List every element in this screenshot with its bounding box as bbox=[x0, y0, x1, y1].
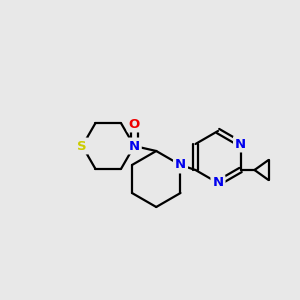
Text: N: N bbox=[129, 140, 140, 152]
Text: O: O bbox=[129, 118, 140, 130]
Text: N: N bbox=[235, 137, 246, 151]
Text: N: N bbox=[212, 176, 224, 190]
Text: S: S bbox=[77, 140, 87, 152]
Text: N: N bbox=[175, 158, 186, 172]
